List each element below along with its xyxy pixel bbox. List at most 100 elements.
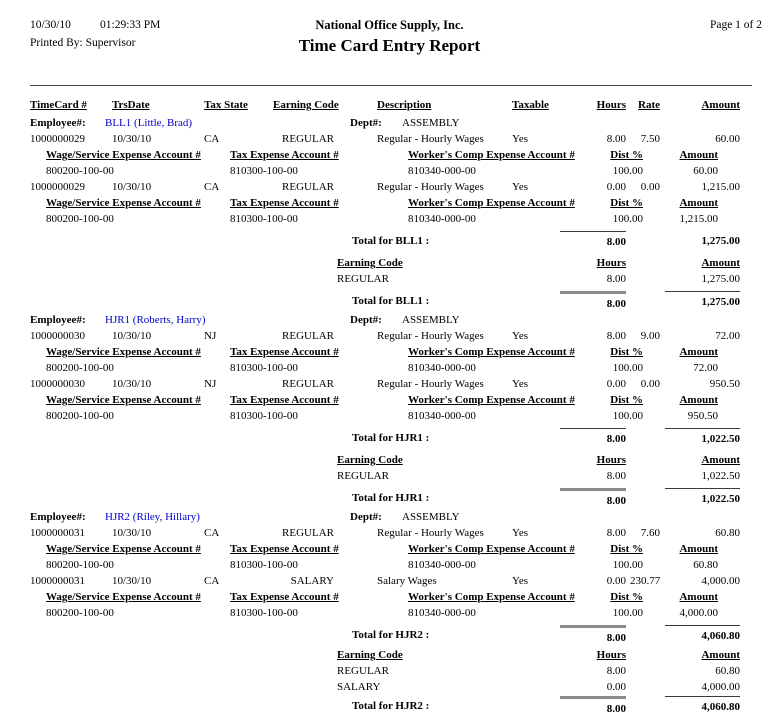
- employee-row: Employee#: HJR2 (Riley, Hillary) Dept#: ASS…: [0, 510, 779, 526]
- timecard-entry-row: 1000000029 10/30/10 CA REGULAR Regular - Hou…: [0, 180, 779, 196]
- dist-percent-value: 100.00: [612, 607, 643, 619]
- employee-label: Employee#:: [30, 314, 86, 326]
- total-label: Total for HJR1 :: [352, 432, 430, 444]
- col-header-timecard: TimeCard #: [30, 99, 87, 111]
- company-name: National Office Supply, Inc.: [315, 18, 464, 32]
- cell-rate: 7.50: [640, 133, 660, 145]
- cell-rate: 0.00: [640, 181, 660, 193]
- cell-timecard-number: 1000000030: [30, 330, 85, 342]
- expense-subheader-row: Wage/Service Expense Account # Tax Expens…: [0, 196, 779, 212]
- tax-account-header: Tax Expense Account #: [230, 543, 339, 555]
- employee-code-link[interactable]: HJR2 (Riley, Hillary): [105, 511, 200, 523]
- wage-account-header: Wage/Service Expense Account #: [46, 346, 201, 358]
- dept-value: ASSEMBLY: [402, 511, 460, 523]
- report-title: Time Card Entry Report: [298, 36, 481, 55]
- cell-amount: 72.00: [715, 330, 740, 342]
- expense-values-row: 800200-100-00 810300-100-00 810340-000-00 1…: [0, 606, 779, 622]
- timecard-entry-row: 1000000031 10/30/10 CA REGULAR Regular - Hou…: [0, 526, 779, 542]
- cell-hours: 0.00: [606, 378, 626, 390]
- col-header-description: Description: [377, 99, 432, 111]
- summary-amount: 4,000.00: [701, 681, 741, 693]
- employee-section: Employee#: HJR2 (Riley, Hillary) Dept#: ASS…: [0, 510, 779, 715]
- total-amount: 1,022.50: [665, 488, 740, 506]
- workers-comp-account-header: Worker's Comp Expense Account #: [408, 394, 575, 406]
- col-header-amount: Amount: [701, 99, 740, 111]
- wage-account-header: Wage/Service Expense Account #: [46, 149, 201, 161]
- workers-comp-account-value: 810340-000-00: [408, 165, 476, 177]
- dist-percent-header: Dist %: [610, 591, 643, 603]
- summary-hours: 0.00: [606, 681, 626, 693]
- expense-subheader-row: Wage/Service Expense Account # Tax Expens…: [0, 393, 779, 409]
- sub-amount-value: 60.00: [693, 165, 718, 177]
- timecard-entry-row: 1000000029 10/30/10 CA REGULAR Regular - Hou…: [0, 132, 779, 148]
- employee-row: Employee#: HJR1 (Roberts, Harry) Dept#: ASS…: [0, 313, 779, 329]
- cell-hours: 8.00: [606, 330, 626, 342]
- dist-percent-value: 100.00: [612, 410, 643, 422]
- summary-hours-header: Hours: [596, 649, 626, 661]
- cell-description: Regular - Hourly Wages: [377, 181, 484, 193]
- summary-hours: 8.00: [606, 273, 626, 285]
- sub-amount-header: Amount: [679, 346, 718, 358]
- wage-account-header: Wage/Service Expense Account #: [46, 394, 201, 406]
- dist-percent-value: 100.00: [612, 559, 643, 571]
- sub-amount-header: Amount: [679, 394, 718, 406]
- wage-account-header: Wage/Service Expense Account #: [46, 543, 201, 555]
- total-label: Total for HJR2 :: [352, 700, 430, 712]
- sub-amount-value: 1,215.00: [679, 213, 719, 225]
- cell-hours: 0.00: [606, 575, 626, 587]
- report-date: 10/30/10: [30, 19, 71, 31]
- expense-values-row: 800200-100-00 810300-100-00 810340-000-00 1…: [0, 212, 779, 228]
- employee-grand-total-row: Total for HJR1 : 8.00 1,022.50: [0, 488, 779, 507]
- summary-hours: 8.00: [606, 665, 626, 677]
- expense-subheader-row: Wage/Service Expense Account # Tax Expens…: [0, 345, 779, 361]
- employee-code-link[interactable]: HJR1 (Roberts, Harry): [105, 314, 206, 326]
- employee-section: Employee#: HJR1 (Roberts, Harry) Dept#: ASS…: [0, 313, 779, 507]
- dist-percent-value: 100.00: [612, 213, 643, 225]
- tax-account-value: 810300-100-00: [230, 213, 298, 225]
- employee-label: Employee#:: [30, 511, 86, 523]
- col-header-taxable: Taxable: [512, 99, 549, 111]
- cell-amount: 950.50: [709, 378, 740, 390]
- dist-percent-header: Dist %: [610, 197, 643, 209]
- summary-hours-header: Hours: [596, 454, 626, 466]
- earning-summary-header-row: Earning Code Hours Amount: [0, 256, 779, 272]
- col-header-trsdate: TrsDate: [112, 99, 150, 111]
- workers-comp-account-value: 810340-000-00: [408, 410, 476, 422]
- dist-percent-header: Dist %: [610, 346, 643, 358]
- dept-label: Dept#:: [350, 314, 382, 326]
- summary-earning-code-header: Earning Code: [337, 649, 403, 661]
- cell-earning-code: REGULAR: [282, 378, 334, 390]
- sub-amount-header: Amount: [679, 197, 718, 209]
- workers-comp-account-value: 810340-000-00: [408, 607, 476, 619]
- cell-taxable: Yes: [512, 330, 529, 342]
- summary-hours: 8.00: [606, 470, 626, 482]
- dept-label: Dept#:: [350, 117, 382, 129]
- summary-amount: 1,275.00: [701, 273, 741, 285]
- col-header-earning-code: Earning Code: [273, 99, 339, 111]
- employee-code-link[interactable]: BLL1 (Little, Brad): [105, 117, 193, 129]
- sub-amount-header: Amount: [679, 543, 718, 555]
- sub-amount-header: Amount: [679, 149, 718, 161]
- column-header-row: TimeCard # TrsDate Tax State Earning Cod…: [0, 98, 779, 114]
- wage-account-value: 800200-100-00: [46, 165, 114, 177]
- summary-earning-code-header: Earning Code: [337, 257, 403, 269]
- tax-account-value: 810300-100-00: [230, 607, 298, 619]
- cell-rate: 7.60: [640, 527, 660, 539]
- tax-account-value: 810300-100-00: [230, 410, 298, 422]
- cell-trsdate: 10/30/10: [112, 575, 152, 587]
- wage-account-header: Wage/Service Expense Account #: [46, 197, 201, 209]
- cell-timecard-number: 1000000029: [30, 133, 85, 145]
- earning-summary-header-row: Earning Code Hours Amount: [0, 648, 779, 664]
- summary-hours-header: Hours: [596, 257, 626, 269]
- timecard-entry-row: 1000000031 10/30/10 CA SALARY Salary Wages Ye…: [0, 574, 779, 590]
- tax-account-value: 810300-100-00: [230, 165, 298, 177]
- expense-values-row: 800200-100-00 810300-100-00 810340-000-00 1…: [0, 409, 779, 425]
- report-body: Employee#: BLL1 (Little, Brad) Dept#: ASSEM…: [0, 116, 779, 715]
- cell-description: Salary Wages: [377, 575, 437, 587]
- workers-comp-account-value: 810340-000-00: [408, 559, 476, 571]
- dist-percent-value: 100.00: [612, 362, 643, 374]
- expense-subheader-row: Wage/Service Expense Account # Tax Expens…: [0, 148, 779, 164]
- total-amount: 4,060.80: [665, 625, 740, 643]
- total-amount: 1,022.50: [665, 428, 740, 446]
